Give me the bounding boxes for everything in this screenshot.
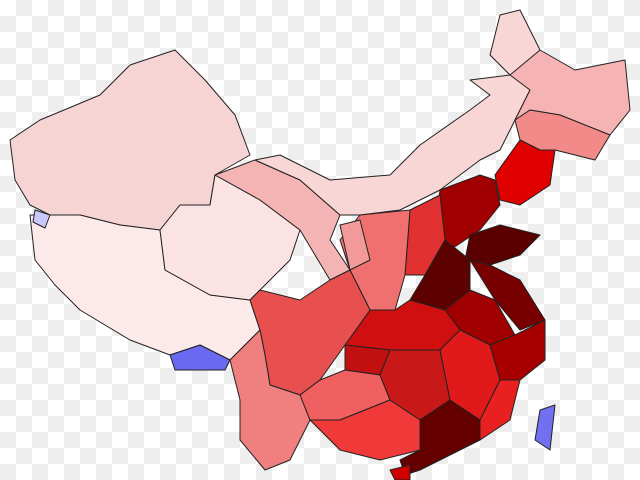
region <box>479 379 521 441</box>
region <box>399 399 481 476</box>
region <box>169 344 231 371</box>
region <box>159 174 301 301</box>
region <box>494 139 556 206</box>
region <box>534 404 556 451</box>
region <box>389 464 411 480</box>
region <box>339 219 371 271</box>
region <box>32 209 51 229</box>
region <box>254 9 541 216</box>
